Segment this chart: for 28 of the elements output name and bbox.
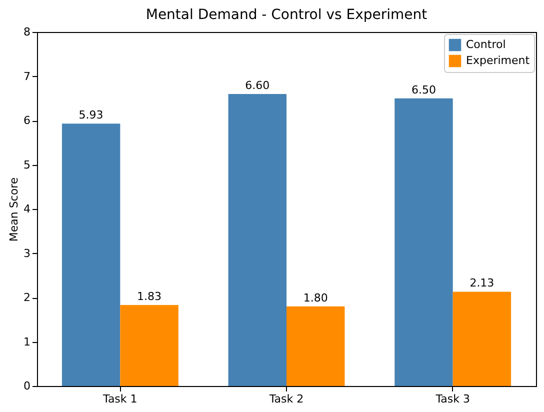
legend-label: Experiment — [466, 54, 530, 67]
chart-title: Mental Demand - Control vs Experiment — [146, 7, 428, 23]
bar — [228, 94, 286, 386]
y-tick-label: 3 — [24, 246, 30, 260]
bar — [452, 292, 512, 386]
x-tick-label: Task 3 — [434, 392, 470, 406]
data-label: 6.50 — [411, 83, 436, 96]
y-tick-label: 6 — [24, 114, 30, 127]
y-tick-label: 8 — [24, 26, 30, 38]
y-tick-label: 4 — [24, 202, 30, 216]
y-axis-title: Mean Score — [8, 177, 20, 242]
legend-label: Control — [466, 38, 506, 51]
y-tick-label: 2 — [24, 291, 30, 304]
y-tick-label: 0 — [24, 380, 30, 392]
data-label: 6.60 — [245, 78, 270, 92]
bar — [394, 98, 453, 386]
bar — [62, 124, 120, 386]
x-tick-label: Task 2 — [268, 392, 304, 406]
data-label: 1.83 — [137, 290, 162, 304]
data-label: 2.13 — [470, 276, 494, 290]
bar — [120, 305, 178, 386]
data-label: 1.80 — [303, 291, 328, 304]
x-tick-label: Task 1 — [102, 392, 138, 406]
y-tick-label: 7 — [24, 70, 30, 83]
data-label: 5.93 — [78, 108, 104, 122]
y-tick-label: 1 — [24, 335, 30, 348]
bar — [286, 306, 345, 386]
y-tick-label: 5 — [24, 158, 30, 172]
